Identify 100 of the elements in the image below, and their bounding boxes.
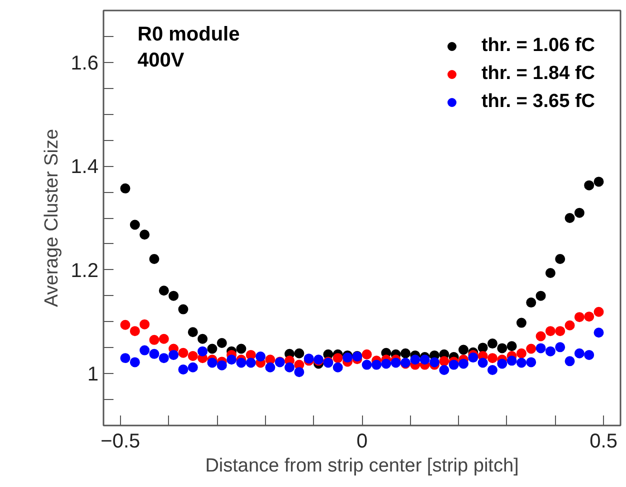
point: [120, 320, 130, 330]
point: [564, 356, 575, 366]
point: [149, 254, 160, 264]
point: [236, 358, 246, 368]
point: [429, 357, 440, 368]
point: [158, 334, 169, 344]
point: [487, 353, 498, 364]
legend-label: thr. = 1.84 fC: [481, 63, 595, 85]
point: [294, 367, 304, 378]
point: [497, 358, 508, 369]
point: [284, 362, 295, 372]
point: [236, 344, 246, 354]
point: [140, 319, 150, 330]
y-tick-label: 1.6: [70, 52, 99, 74]
point: [168, 290, 179, 301]
point: [140, 345, 150, 356]
point: [584, 350, 594, 360]
point: [545, 268, 556, 278]
point: [390, 358, 401, 368]
point: [526, 344, 536, 354]
annotation: R0 module: [138, 24, 240, 46]
point: [332, 362, 343, 372]
point: [594, 176, 604, 187]
point: [545, 346, 556, 356]
point: [256, 352, 266, 362]
point: [439, 356, 450, 366]
point: [207, 358, 218, 368]
y-tick-label: 1.4: [70, 156, 99, 178]
point: [168, 350, 179, 360]
point: [342, 352, 353, 363]
point: [478, 342, 488, 353]
point: [574, 208, 584, 218]
point: [526, 298, 536, 308]
point: [198, 334, 208, 344]
point: [226, 354, 237, 365]
point: [487, 365, 498, 375]
point: [487, 338, 498, 349]
point: [188, 350, 198, 361]
point: [120, 183, 130, 194]
point: [130, 357, 140, 368]
x-tick-label: 0: [356, 430, 368, 452]
point: [468, 352, 478, 363]
point: [140, 230, 150, 240]
y-tick-label: 1: [87, 364, 98, 386]
point: [198, 346, 208, 356]
point: [294, 348, 304, 358]
point: [178, 364, 188, 374]
x-tick-label: 0.5: [590, 430, 618, 452]
point: [120, 353, 130, 364]
x-axis-title: Distance from strip center [strip pitch]: [205, 456, 519, 476]
point: [536, 290, 546, 301]
point: [246, 358, 256, 368]
point: [584, 312, 594, 322]
point: [564, 320, 575, 330]
point: [362, 360, 372, 370]
point: [458, 344, 468, 355]
legend-label: thr. = 3.65 fC: [481, 91, 595, 113]
point: [410, 354, 420, 365]
point: [555, 254, 566, 264]
point: [439, 365, 450, 375]
point: [178, 348, 188, 358]
point: [448, 360, 459, 370]
point: [574, 348, 584, 358]
point: [536, 343, 546, 354]
point: [536, 331, 546, 342]
point: [130, 220, 140, 230]
point: [564, 213, 575, 223]
point: [149, 348, 160, 359]
point: [216, 360, 227, 370]
point: [545, 326, 556, 336]
point: [381, 358, 392, 369]
point: [526, 357, 536, 368]
point: [555, 326, 566, 336]
point: [362, 349, 372, 360]
point: [130, 326, 140, 336]
y-tick-label: 1.2: [70, 260, 99, 282]
point: [158, 286, 169, 296]
point: [149, 334, 160, 345]
annotation: 400V: [138, 50, 185, 72]
y-axis-title: Average Cluster Size: [42, 128, 63, 308]
point: [516, 318, 526, 328]
point: [216, 338, 227, 348]
point: [516, 348, 526, 358]
point: [188, 362, 198, 372]
point: [400, 348, 410, 358]
point: [420, 354, 430, 365]
point: [188, 327, 198, 338]
point: [555, 342, 566, 352]
point: [265, 362, 276, 372]
point: [516, 358, 526, 368]
point: [584, 180, 594, 190]
point: [497, 343, 508, 354]
legend-label: thr. = 1.06 fC: [481, 35, 595, 57]
point: [178, 304, 188, 314]
x-tick-label: −0.5: [100, 430, 140, 452]
point: [458, 358, 468, 369]
point: [506, 356, 517, 366]
point: [594, 306, 604, 317]
point: [478, 358, 488, 368]
point: [594, 328, 604, 338]
